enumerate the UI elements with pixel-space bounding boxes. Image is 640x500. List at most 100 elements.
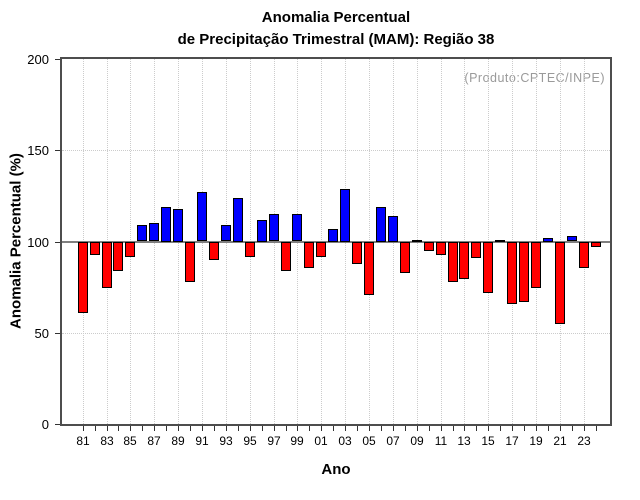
x-tick	[429, 426, 430, 431]
bar-2013	[459, 242, 469, 279]
bar-1992	[209, 242, 219, 260]
x-tick	[118, 426, 119, 431]
bar-2005	[364, 242, 374, 295]
x-tick	[250, 426, 251, 431]
bar-2010	[424, 242, 434, 251]
x-tick	[357, 426, 358, 431]
x-tick	[321, 426, 322, 431]
bar-1999	[292, 214, 302, 241]
bar-2003	[340, 189, 350, 242]
x-tick-label: 93	[219, 434, 233, 448]
x-tick-label: 07	[386, 434, 400, 448]
bar-1985	[125, 242, 135, 257]
bar-1994	[233, 198, 243, 242]
bar-2012	[448, 242, 458, 282]
bar-1989	[173, 209, 183, 242]
bar-2016	[495, 240, 505, 242]
y-tick	[55, 242, 60, 243]
x-tick	[226, 426, 227, 431]
y-tick	[55, 424, 60, 425]
x-tick-label: 99	[290, 434, 304, 448]
x-tick-label: 09	[410, 434, 424, 448]
bar-2019	[531, 242, 541, 288]
x-tick	[130, 426, 131, 431]
bar-1987	[149, 223, 159, 241]
x-tick-label: 87	[147, 434, 161, 448]
bar-1991	[197, 192, 207, 241]
x-tick	[381, 426, 382, 431]
bar-2007	[388, 216, 398, 242]
bar-2014	[471, 242, 481, 258]
x-tick	[584, 426, 585, 431]
h-gridline	[62, 333, 610, 334]
x-tick-label: 23	[577, 434, 591, 448]
x-tick-label: 81	[76, 434, 90, 448]
x-tick	[536, 426, 537, 431]
bar-2004	[352, 242, 362, 264]
x-tick	[488, 426, 489, 431]
x-tick	[262, 426, 263, 431]
x-axis-label: Ano	[321, 461, 351, 478]
x-tick	[345, 426, 346, 431]
x-tick-label: 91	[195, 434, 209, 448]
bar-2008	[400, 242, 410, 273]
x-tick	[286, 426, 287, 431]
bar-1990	[185, 242, 195, 282]
plot-area: (Produto:CPTEC/INPE)	[60, 57, 612, 426]
x-tick	[190, 426, 191, 431]
bar-2021	[555, 242, 565, 324]
x-tick	[405, 426, 406, 431]
x-tick	[238, 426, 239, 431]
x-tick	[453, 426, 454, 431]
chart-title: Anomalia Percentual	[261, 9, 411, 26]
x-tick	[274, 426, 275, 431]
bar-2022	[567, 236, 577, 241]
x-tick	[512, 426, 513, 431]
x-tick-label: 89	[171, 434, 185, 448]
bar-1997	[269, 214, 279, 241]
x-tick	[393, 426, 394, 431]
bar-2000	[304, 242, 314, 268]
bar-1998	[281, 242, 291, 271]
bar-1981	[78, 242, 88, 313]
x-tick	[524, 426, 525, 431]
bar-1986	[137, 225, 147, 241]
y-tick	[55, 59, 60, 60]
x-tick	[464, 426, 465, 431]
x-tick-label: 85	[123, 434, 137, 448]
bar-2011	[436, 242, 446, 255]
bar-2024	[591, 242, 601, 247]
bar-2020	[543, 238, 553, 242]
bar-2023	[579, 242, 589, 268]
y-tick	[55, 150, 60, 151]
y-tick-label: 100	[27, 235, 49, 250]
x-tick	[214, 426, 215, 431]
y-tick	[55, 333, 60, 334]
x-tick	[95, 426, 96, 431]
bar-1996	[257, 220, 267, 242]
bar-2017	[507, 242, 517, 304]
x-tick	[572, 426, 573, 431]
x-tick-label: 05	[362, 434, 376, 448]
x-tick	[166, 426, 167, 431]
x-tick-label: 21	[553, 434, 567, 448]
x-tick	[476, 426, 477, 431]
source-annotation: (Produto:CPTEC/INPE)	[464, 71, 605, 85]
x-tick-label: 15	[481, 434, 495, 448]
x-tick-label: 11	[434, 434, 448, 448]
x-tick	[560, 426, 561, 431]
chart-subtitle: de Precipitação Trimestral (MAM): Região…	[177, 31, 495, 48]
x-tick	[369, 426, 370, 431]
x-tick-label: 03	[338, 434, 352, 448]
bar-2018	[519, 242, 529, 302]
x-tick	[107, 426, 108, 431]
bar-1988	[161, 207, 171, 242]
x-tick-label: 01	[314, 434, 328, 448]
bar-1995	[245, 242, 255, 257]
x-tick	[417, 426, 418, 431]
x-tick	[596, 426, 597, 431]
h-gridline	[62, 150, 610, 151]
x-tick-label: 95	[243, 434, 257, 448]
x-tick	[154, 426, 155, 431]
